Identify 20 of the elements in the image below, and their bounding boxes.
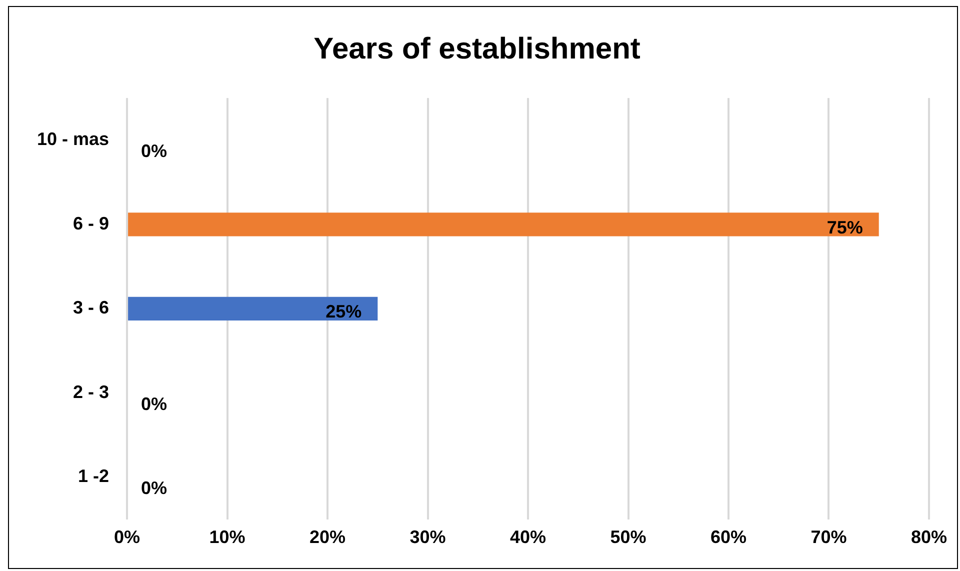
data-label: 0% <box>141 141 168 162</box>
x-tick-label: 0% <box>114 527 140 548</box>
y-tick-label: 1 -2 <box>78 466 110 486</box>
data-label: 25% <box>326 302 362 322</box>
y-tick-label: 6 - 9 <box>73 213 110 234</box>
chart-title: Years of establishment <box>314 32 640 66</box>
x-tick-label: 70% <box>810 527 847 548</box>
x-tick-label: 30% <box>410 527 446 548</box>
y-tick-label: 10 - mas <box>36 129 110 150</box>
x-tick-label: 40% <box>510 527 546 548</box>
data-label: 75% <box>826 217 863 238</box>
y-tick-label: 3 - 6 <box>73 298 110 318</box>
x-tick-label: 50% <box>610 527 646 548</box>
y-tick-label: 2 - 3 <box>73 382 110 402</box>
data-label: 0% <box>141 478 168 498</box>
x-tick-label: 60% <box>710 527 747 548</box>
x-tick-label: 80% <box>910 527 947 548</box>
data-label: 0% <box>141 394 168 414</box>
x-tick-label: 10% <box>209 527 246 548</box>
x-tick-label: 20% <box>310 527 346 548</box>
